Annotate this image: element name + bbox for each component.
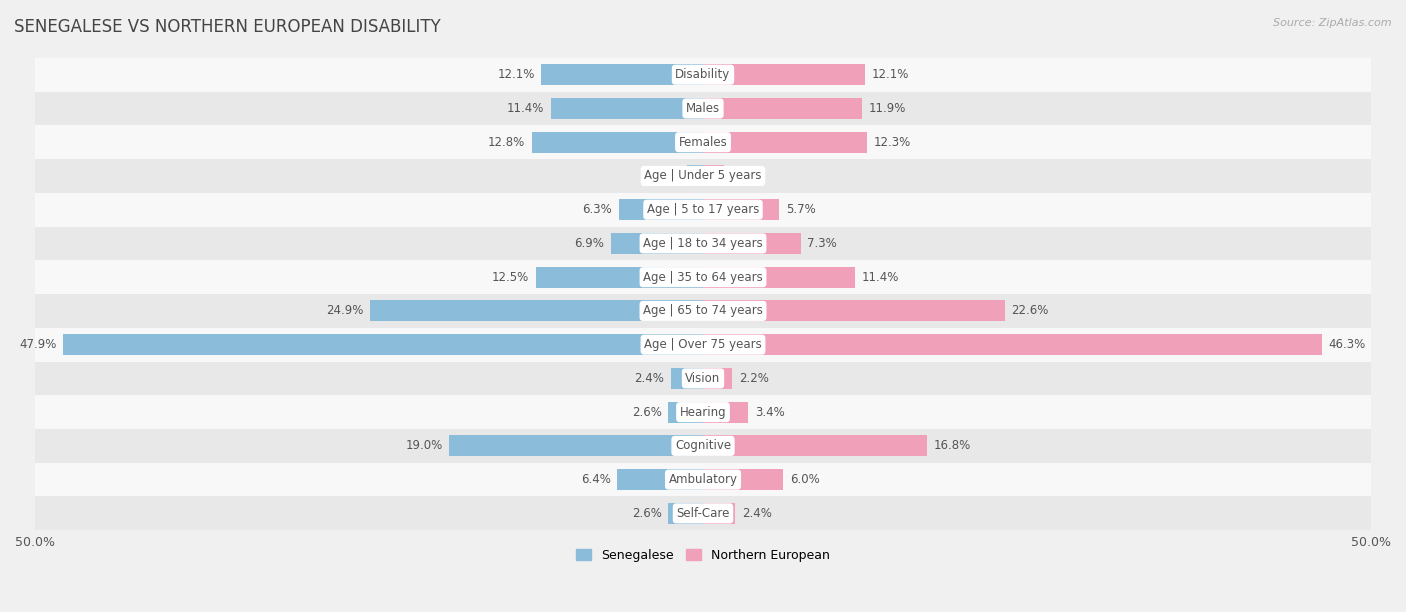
Text: Self-Care: Self-Care [676,507,730,520]
Text: 6.9%: 6.9% [574,237,605,250]
Text: 2.4%: 2.4% [742,507,772,520]
Text: 19.0%: 19.0% [405,439,443,452]
Text: 46.3%: 46.3% [1329,338,1365,351]
Bar [703,267,855,288]
Text: 7.3%: 7.3% [807,237,837,250]
Text: 6.3%: 6.3% [582,203,612,216]
Bar [688,165,703,187]
Text: Cognitive: Cognitive [675,439,731,452]
Bar [703,132,868,152]
Bar [35,328,1371,362]
Text: Age | Over 75 years: Age | Over 75 years [644,338,762,351]
Text: 11.4%: 11.4% [862,271,900,284]
Text: 11.4%: 11.4% [506,102,544,115]
Bar [668,503,703,524]
Bar [35,395,1371,429]
Text: 2.6%: 2.6% [631,507,662,520]
Bar [703,334,1322,355]
Bar [668,401,703,423]
Text: Source: ZipAtlas.com: Source: ZipAtlas.com [1274,18,1392,28]
Text: Vision: Vision [685,372,721,385]
Text: Age | 18 to 34 years: Age | 18 to 34 years [643,237,763,250]
Text: 6.4%: 6.4% [581,473,610,486]
Text: 12.1%: 12.1% [872,68,908,81]
Bar [35,429,1371,463]
Bar [703,98,862,119]
Text: 6.0%: 6.0% [790,473,820,486]
Bar [703,165,724,187]
Bar [63,334,703,355]
Bar [35,260,1371,294]
Bar [703,233,800,254]
Bar [703,300,1005,321]
Text: 2.6%: 2.6% [631,406,662,419]
Text: 22.6%: 22.6% [1011,304,1049,318]
Text: 12.8%: 12.8% [488,136,526,149]
Bar [703,64,865,85]
Bar [551,98,703,119]
Bar [703,469,783,490]
Bar [531,132,703,152]
Bar [35,362,1371,395]
Bar [35,58,1371,92]
Bar [703,435,928,457]
Bar [35,463,1371,496]
Text: Age | 65 to 74 years: Age | 65 to 74 years [643,304,763,318]
Bar [35,294,1371,328]
Text: 5.7%: 5.7% [786,203,815,216]
Bar [671,368,703,389]
Text: 12.1%: 12.1% [498,68,534,81]
Text: SENEGALESE VS NORTHERN EUROPEAN DISABILITY: SENEGALESE VS NORTHERN EUROPEAN DISABILI… [14,18,441,36]
Bar [619,200,703,220]
Bar [617,469,703,490]
Text: Hearing: Hearing [679,406,727,419]
Bar [449,435,703,457]
Bar [35,125,1371,159]
Text: Age | 5 to 17 years: Age | 5 to 17 years [647,203,759,216]
Legend: Senegalese, Northern European: Senegalese, Northern European [571,543,835,567]
Text: 47.9%: 47.9% [20,338,56,351]
Bar [35,159,1371,193]
Text: Disability: Disability [675,68,731,81]
Bar [703,368,733,389]
Text: Females: Females [679,136,727,149]
Text: 12.5%: 12.5% [492,271,529,284]
Bar [35,193,1371,226]
Text: 1.6%: 1.6% [731,170,761,182]
Text: Age | Under 5 years: Age | Under 5 years [644,170,762,182]
Text: 2.4%: 2.4% [634,372,664,385]
Text: 16.8%: 16.8% [934,439,972,452]
Text: 12.3%: 12.3% [875,136,911,149]
Bar [35,496,1371,530]
Text: 1.2%: 1.2% [651,170,681,182]
Bar [35,226,1371,260]
Bar [35,92,1371,125]
Bar [610,233,703,254]
Bar [370,300,703,321]
Text: 24.9%: 24.9% [326,304,364,318]
Text: 11.9%: 11.9% [869,102,905,115]
Text: Ambulatory: Ambulatory [668,473,738,486]
Text: Age | 35 to 64 years: Age | 35 to 64 years [643,271,763,284]
Bar [703,401,748,423]
Text: 2.2%: 2.2% [740,372,769,385]
Text: 3.4%: 3.4% [755,406,785,419]
Bar [536,267,703,288]
Bar [541,64,703,85]
Bar [703,503,735,524]
Bar [703,200,779,220]
Text: Males: Males [686,102,720,115]
